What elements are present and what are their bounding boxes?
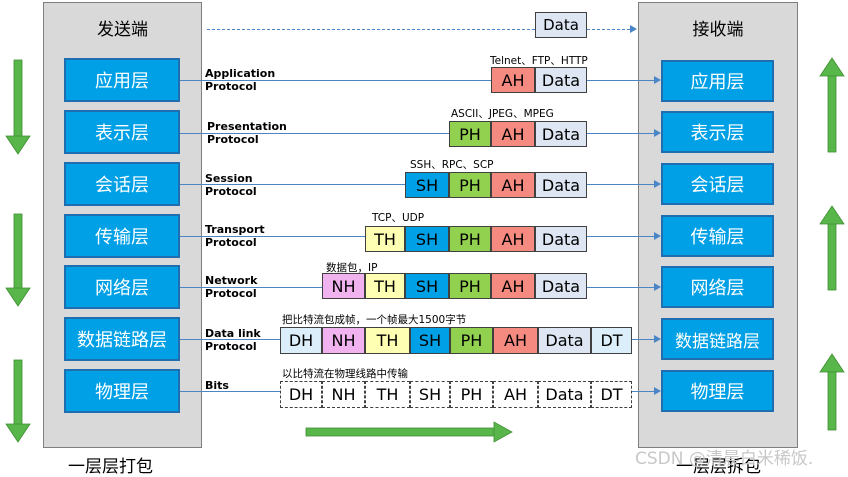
row7-sh: SH: [410, 381, 450, 408]
row6-th: TH: [365, 327, 410, 354]
arrowhead-transport: [654, 232, 661, 240]
row3-ph: PH: [449, 172, 491, 198]
arrowhead-presentation: [654, 129, 661, 137]
watermark: CSDN @清晨白米稀饭.: [635, 449, 814, 469]
arrowhead-application: [654, 76, 661, 84]
protocol-label-session: Session Protocol: [205, 172, 257, 198]
row2-ph: PH: [449, 121, 491, 147]
row6-dh: DH: [280, 327, 322, 354]
row7-data: Data: [538, 381, 591, 408]
row4-sh: SH: [405, 226, 449, 252]
row6-ph: PH: [450, 327, 493, 354]
note-datalink: 把比特流包成帧，一个帧最大1500字节: [282, 314, 467, 326]
row5-ah: AH: [491, 273, 535, 299]
connector-presentation: [180, 133, 654, 134]
row5-data: Data: [535, 273, 587, 299]
sender-layer-physical: 物理层: [64, 369, 180, 413]
note-presentation: ASCII、JPEG、MPEG: [451, 108, 554, 120]
receiver-layer-datalink: 数据链路层: [661, 318, 774, 360]
sender-layer-datalink: 数据链路层: [64, 317, 180, 361]
arrowhead-session: [654, 180, 661, 188]
row1-ah: AH: [491, 67, 535, 93]
row5-sh: SH: [405, 273, 449, 299]
row5-ph: PH: [449, 273, 491, 299]
receiver-layer-session: 会话层: [661, 163, 774, 205]
sender-layer-presentation: 表示层: [64, 110, 180, 154]
sender-layer-session: 会话层: [64, 162, 180, 206]
up-arrow-2: [819, 205, 845, 291]
receiver-layer-physical: 物理层: [661, 370, 774, 412]
sender-layer-transport: 传输层: [64, 214, 180, 258]
row6-data: Data: [538, 327, 591, 354]
row6-sh: SH: [410, 327, 450, 354]
protocol-label-application: Application Protocol: [205, 67, 276, 93]
row4-th: TH: [365, 226, 405, 252]
arrowhead-network: [654, 283, 661, 291]
protocol-label-datalink: Data link Protocol: [205, 327, 261, 353]
protocol-label-transport: Transport Protocol: [205, 223, 265, 249]
sender-layer-application: 应用层: [64, 58, 180, 102]
row4-ph: PH: [449, 226, 491, 252]
top-dashed-arrowhead: [630, 25, 637, 33]
protocol-label-network: Network Protocol: [205, 274, 258, 300]
row2-data: Data: [535, 121, 587, 147]
note-physical: 以比特流在物理线路中传输: [282, 368, 408, 380]
top-dashed-line: [207, 29, 630, 30]
row7-dt: DT: [591, 381, 632, 408]
protocol-label-physical: Bits: [205, 379, 229, 392]
row7-th: TH: [365, 381, 410, 408]
receiver-layer-network: 网络层: [661, 266, 774, 308]
connector-application: [180, 80, 654, 81]
row4-data: Data: [535, 226, 587, 252]
row7-ah: AH: [493, 381, 538, 408]
up-arrow-1: [819, 57, 845, 153]
receiver-layer-presentation: 表示层: [661, 111, 774, 153]
row4-ah: AH: [491, 226, 535, 252]
note-application: Telnet、FTP、HTTP: [490, 55, 588, 67]
receiver-layer-transport: 传输层: [661, 215, 774, 257]
row6-nh: NH: [322, 327, 365, 354]
sender-title: 发送端: [97, 20, 148, 40]
sender-caption: 一层层打包: [68, 457, 153, 477]
note-transport: TCP、UDP: [372, 212, 425, 224]
sender-layer-network: 网络层: [64, 265, 180, 309]
row6-dt: DT: [591, 327, 632, 354]
row3-data: Data: [535, 172, 587, 198]
top-data-box: Data: [535, 12, 587, 38]
row7-nh: NH: [322, 381, 365, 408]
row1-data: Data: [535, 67, 587, 93]
receiver-title: 接收端: [692, 20, 744, 40]
row5-nh: NH: [322, 273, 365, 299]
row2-ah: AH: [491, 121, 535, 147]
down-arrow-2: [5, 213, 31, 307]
row3-sh: SH: [405, 172, 449, 198]
arrowhead-physical: [654, 387, 661, 395]
down-arrow-1: [5, 59, 31, 155]
protocol-label-presentation: Presentation Protocol: [207, 120, 287, 146]
receiver-layer-application: 应用层: [661, 60, 774, 102]
up-arrow-3: [819, 353, 845, 431]
row7-dh: DH: [280, 381, 322, 408]
row6-ah: AH: [493, 327, 538, 354]
row5-th: TH: [365, 273, 405, 299]
down-arrow-3: [5, 359, 31, 443]
arrowhead-datalink: [654, 335, 661, 343]
note-network: 数据包，IP: [326, 262, 378, 274]
right-arrow-bottom: [305, 421, 513, 443]
row7-ph: PH: [450, 381, 493, 408]
note-session: SSH、RPC、SCP: [410, 159, 494, 171]
receiver-caption: 一层层拆包: [676, 457, 761, 477]
row3-ah: AH: [491, 172, 535, 198]
